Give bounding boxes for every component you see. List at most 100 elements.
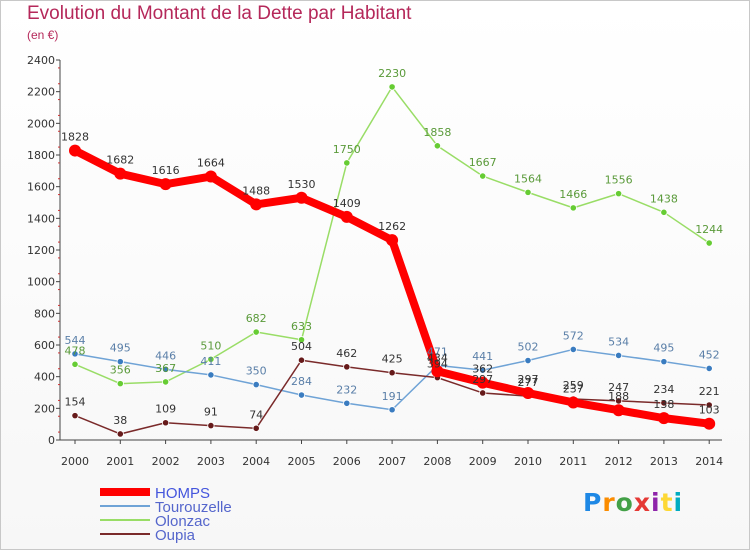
- data-point: [388, 406, 396, 414]
- data-label: 297: [472, 373, 493, 386]
- data-label: 1564: [514, 172, 542, 185]
- y-tick-label: 1600: [27, 181, 55, 194]
- data-label: 232: [336, 383, 357, 396]
- data-label: 495: [110, 342, 131, 355]
- legend-label: HOMPS: [155, 485, 210, 502]
- data-label: 1409: [333, 197, 361, 210]
- chart-subtitle: (en €): [27, 28, 59, 42]
- data-label: 502: [518, 341, 539, 354]
- data-label: 446: [155, 349, 176, 362]
- y-tick-label: 2200: [27, 86, 55, 99]
- y-tick-label: 400: [34, 371, 55, 384]
- x-tick-label: 2002: [152, 455, 180, 468]
- data-point: [388, 369, 396, 377]
- y-tick-label: 1800: [27, 149, 55, 162]
- data-point: [252, 328, 260, 336]
- data-label: 234: [653, 383, 674, 396]
- data-label: 411: [200, 355, 221, 368]
- data-point: [114, 167, 127, 180]
- logo-letter: i: [651, 488, 661, 517]
- data-point: [295, 191, 308, 204]
- data-label: 544: [65, 334, 86, 347]
- data-point: [340, 210, 353, 223]
- chart-title: Evolution du Montant de la Dette par Hab…: [27, 3, 412, 24]
- data-point: [343, 399, 351, 407]
- data-label: 572: [563, 329, 584, 342]
- legend-label: Olonzac: [155, 513, 211, 530]
- data-label: 356: [110, 364, 131, 377]
- data-point: [431, 365, 444, 378]
- data-label: 394: [427, 358, 448, 371]
- data-label: 259: [563, 379, 584, 392]
- data-label: 510: [200, 339, 221, 352]
- x-tick-label: 2009: [469, 455, 497, 468]
- y-tick-label: 1000: [27, 276, 55, 289]
- data-point: [524, 188, 532, 196]
- data-label: 297: [518, 373, 539, 386]
- proxiti-logo: Proxiti: [583, 488, 683, 517]
- data-point: [297, 391, 306, 399]
- data-point: [660, 208, 668, 216]
- data-point: [660, 358, 668, 366]
- y-tick-label: 800: [34, 307, 55, 320]
- data-label: 471: [427, 345, 448, 358]
- data-point: [207, 421, 215, 430]
- data-point: [569, 345, 577, 354]
- data-point: [660, 399, 668, 407]
- x-tick-label: 2008: [423, 455, 451, 468]
- x-tick-label: 2001: [106, 455, 134, 468]
- data-point: [522, 386, 534, 399]
- data-point: [252, 380, 260, 389]
- data-label: 138: [653, 398, 674, 411]
- data-point: [476, 376, 489, 389]
- data-label: 1667: [469, 156, 497, 169]
- data-label: 1828: [61, 131, 89, 144]
- data-label: 441: [472, 350, 493, 363]
- data-label: 350: [246, 365, 267, 378]
- data-point: [612, 404, 625, 417]
- data-label: 284: [291, 375, 312, 388]
- data-label: 1244: [695, 223, 723, 236]
- data-point: [388, 83, 396, 91]
- x-tick-label: 2014: [695, 455, 723, 468]
- data-point: [69, 144, 81, 157]
- y-tick-label: 1400: [27, 212, 55, 225]
- data-point: [657, 412, 670, 425]
- data-label: 237: [563, 382, 584, 395]
- data-point: [252, 424, 260, 432]
- data-label: 367: [155, 362, 176, 375]
- data-point: [386, 234, 399, 247]
- data-label: 1488: [242, 184, 270, 197]
- data-point: [297, 356, 306, 364]
- data-point: [433, 142, 441, 150]
- x-tick-label: 2013: [650, 455, 678, 468]
- data-label: 1262: [378, 220, 406, 233]
- x-tick-label: 2012: [605, 455, 633, 468]
- x-tick-label: 2010: [514, 455, 542, 468]
- data-point: [71, 350, 79, 358]
- data-label: 2230: [378, 67, 406, 80]
- data-label: 38: [113, 414, 127, 427]
- data-label: 362: [472, 363, 493, 376]
- x-tick-label: 2005: [288, 455, 316, 468]
- data-point: [162, 378, 170, 386]
- data-point: [159, 178, 172, 191]
- data-label: 462: [336, 347, 357, 360]
- x-tick-label: 2000: [61, 455, 89, 468]
- legend-label: Tourouzelle: [155, 499, 232, 516]
- data-label: 1530: [288, 178, 316, 191]
- y-tick-label: 0: [48, 434, 55, 447]
- data-point: [479, 389, 487, 397]
- x-tick-label: 2007: [378, 455, 406, 468]
- data-label: 277: [518, 376, 539, 389]
- x-tick-label: 2003: [197, 455, 225, 468]
- x-tick-label: 2011: [559, 455, 587, 468]
- data-point: [250, 198, 263, 211]
- logo-letter: r: [602, 488, 616, 517]
- data-label: 221: [699, 385, 720, 398]
- data-label: 1616: [152, 164, 180, 177]
- x-tick-label: 2004: [242, 455, 270, 468]
- data-label: 91: [204, 406, 218, 419]
- data-label: 1556: [605, 174, 633, 187]
- data-point: [343, 159, 351, 167]
